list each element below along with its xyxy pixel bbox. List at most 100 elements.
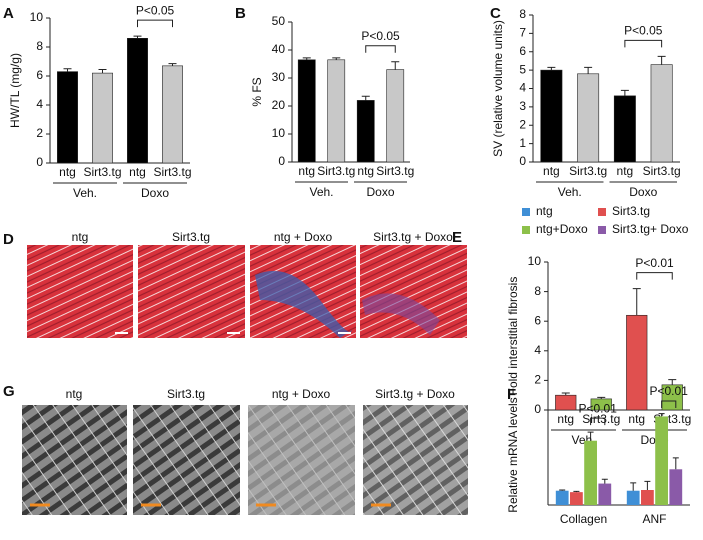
error-bar [63,68,72,72]
legend-label: ntg+Doxo [536,222,588,236]
legend-label: Sirt3.tg [612,204,650,218]
x-tick-label: ntg [557,412,574,426]
significance-label: P<0.05 [624,24,663,38]
y-tick-label: 4 [36,97,43,111]
bar [598,483,612,505]
micrograph-texture [248,405,355,515]
error-bar [391,61,400,70]
error-bar [559,489,566,491]
x-tick-label: ntg [617,164,634,178]
error-bar [561,392,570,396]
x-tick-label: ntg [357,164,374,178]
legend-label: ntg [536,204,553,218]
error-bar [361,95,370,101]
y-axis-label: Fold interstitial fibrosis [506,277,520,396]
y-tick-label: 4 [519,81,526,95]
error-bar [657,55,666,65]
bar [641,490,654,505]
error-bar [98,68,107,74]
y-tick-label: 6 [36,68,43,82]
y-axis-label: SV (relative volume units) [491,20,505,157]
x-tick-label: Sirt3.tg [643,164,681,178]
bar [327,59,346,163]
significance-bracket [590,417,606,426]
significance-bracket [661,400,677,408]
error-bar [133,35,142,39]
error-bar [573,490,580,493]
x-tick-label: ntg [543,164,560,178]
micrograph [27,245,133,338]
x-tick-label: Sirt3.tg [317,164,355,178]
y-tick-label: 8 [534,284,541,298]
micrograph [22,405,127,515]
y-tick-label: 2 [534,373,541,387]
group-label: Doxo [366,185,394,199]
y-tick-label: 10 [30,10,44,24]
micrograph-caption: Sirt3.tg + Doxo [373,230,453,244]
significance-label: P<0.01 [579,401,618,415]
error-bar [644,480,651,490]
bar [669,469,683,505]
bar [626,490,640,505]
micrograph-caption: Sirt3.tg [172,230,210,244]
bar [92,72,113,164]
micrograph-caption: Sirt3.tg [167,387,205,401]
significance-bracket [624,39,663,48]
micrograph [133,405,240,515]
x-tick-label: ntg [298,164,315,178]
y-tick-label: 6 [519,44,526,58]
y-tick-label: 0 [278,154,285,168]
group-label: Veh. [309,185,333,199]
error-bar [547,66,556,71]
legend-swatch [598,226,606,234]
x-tick-label: ntg [628,412,645,426]
y-tick-label: 8 [36,39,43,53]
y-tick-label: 20 [272,98,286,112]
error-bar [302,57,311,60]
error-bar [587,431,594,441]
panel-label: F [507,386,516,403]
y-axis-label: HW/TL (mg/g) [8,53,22,128]
micrograph-caption: ntg [72,230,89,244]
significance-label: P<0.05 [136,3,175,17]
panel-label: D [3,231,14,248]
error-bar [332,57,341,60]
significance-bracket [365,45,396,53]
error-bar [630,482,637,491]
x-tick-label: ntg [129,165,146,179]
error-bar [620,89,629,96]
x-tick-label: ntg [59,165,76,179]
bar [577,73,600,163]
error-bar [668,379,677,385]
x-tick-label: Sirt3.tg [376,164,414,178]
error-bar [658,413,665,417]
y-tick-label: 40 [272,42,286,56]
significance-bracket [636,272,673,280]
fibrosis-stain [362,293,440,335]
bar [626,314,648,411]
bar [57,71,78,164]
y-tick-label: 2 [36,126,43,140]
bar [655,416,668,505]
panel-label: C [490,5,501,22]
y-tick-label: 10 [272,126,286,140]
bar [613,95,636,163]
y-tick-label: 30 [272,70,286,84]
bar [162,65,183,164]
y-tick-label: 4 [534,343,541,357]
y-tick-label: 50 [272,14,286,28]
y-tick-label: 1 [519,136,526,150]
micrograph-row-g [22,405,468,515]
y-tick-label: 3 [519,99,526,113]
bar [540,69,563,163]
bar [356,100,375,163]
error-bar [168,63,177,66]
bar [127,37,148,164]
significance-label: P<0.05 [361,29,400,43]
error-bar [597,396,606,399]
micrograph-caption: Sirt3.tg + Doxo [375,387,455,401]
y-tick-label: 0 [519,154,526,168]
panel-label: G [3,383,15,400]
y-tick-label: 6 [534,313,541,327]
